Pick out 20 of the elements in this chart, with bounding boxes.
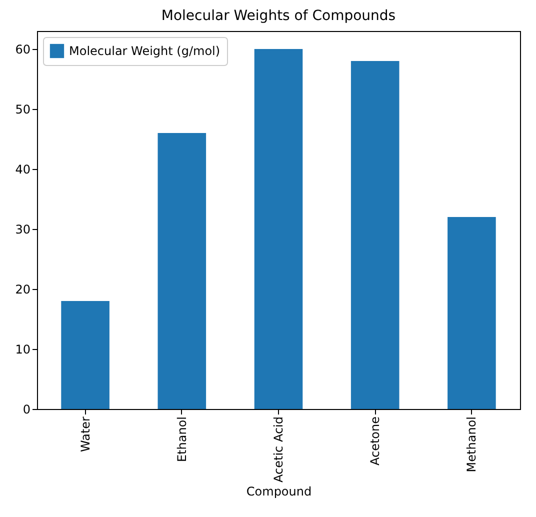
y-tick-label: 20	[15, 282, 30, 296]
x-tick-label: Acetone	[368, 416, 382, 466]
x-axis-title: Compound	[246, 484, 312, 498]
x-tick-label: Water	[78, 416, 92, 452]
y-tick-label: 10	[15, 342, 30, 356]
chart-title: Molecular Weights of Compounds	[161, 8, 396, 24]
x-tick-label: Ethanol	[174, 416, 189, 462]
y-tick-label: 30	[15, 222, 30, 236]
bar	[158, 133, 206, 409]
y-tick-label: 0	[22, 402, 30, 416]
y-tick-label: 60	[15, 42, 30, 56]
y-tick-label: 40	[15, 162, 30, 176]
y-tick-label: 50	[15, 102, 30, 116]
bar	[254, 49, 303, 409]
x-tick-label: Acetic Acid	[272, 416, 286, 482]
x-tick-label: Methanol	[464, 416, 479, 472]
bar	[350, 61, 400, 409]
bar	[61, 301, 110, 409]
bar	[448, 217, 496, 409]
legend-label: Molecular Weight (g/mol)	[69, 44, 220, 58]
